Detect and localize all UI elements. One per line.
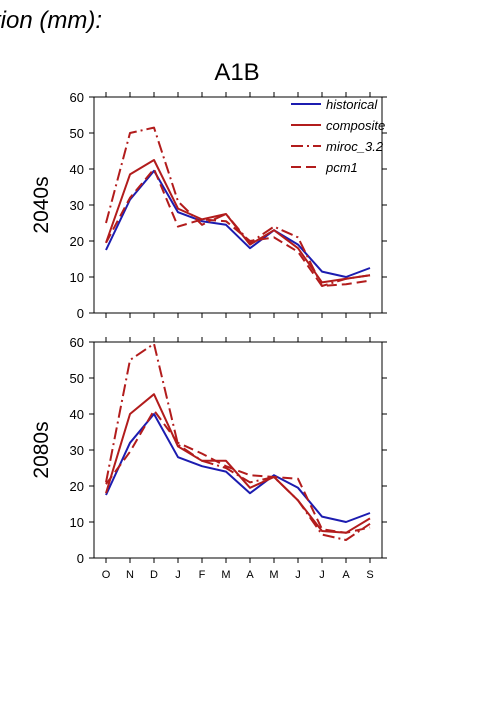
series-line-miroc-3-2-2040s <box>105 126 371 287</box>
y-tick-label: 20 <box>70 479 84 494</box>
plot-frame-2080s <box>93 341 383 559</box>
series-line-pcm1-2040s <box>105 168 371 287</box>
y-tick-label: 10 <box>70 270 84 285</box>
series-line-historical-2080s <box>105 413 371 523</box>
x-tick-label: O <box>102 569 111 581</box>
x-tick-label: J <box>295 569 301 581</box>
series-line-historical-2040s <box>105 169 371 278</box>
y-tick-label: 0 <box>77 551 84 566</box>
series-line-composite-2080s <box>105 393 371 534</box>
x-tick-label: A <box>246 569 254 581</box>
y-tick-label: 10 <box>70 515 84 530</box>
x-tick-label: S <box>366 569 373 581</box>
y-tick-label: 20 <box>70 234 84 249</box>
chart-marks: 0 10 20 30 40 50 60 0 10 20 30 40 50 60 O N D J F M A M J J A S <box>70 90 387 581</box>
legend-label-composite: composite <box>326 118 385 133</box>
y-tick-label: 40 <box>70 407 84 422</box>
series-line-pcm1-2080s <box>105 409 371 534</box>
x-tick-label: J <box>175 569 181 581</box>
x-tick-label: J <box>319 569 325 581</box>
x-tick-label: A <box>342 569 350 581</box>
chart-title: A1B <box>214 59 259 86</box>
y-tick-label: 30 <box>70 443 84 458</box>
x-tick-label: M <box>269 569 278 581</box>
series-line-miroc-3-2-2080s <box>105 342 371 541</box>
x-tick-label: M <box>221 569 230 581</box>
y-tick-label: 30 <box>70 198 84 213</box>
x-tick-label: N <box>126 569 134 581</box>
legend-label-miroc-3-2: miroc_3.2 <box>326 139 384 154</box>
x-tick-label: D <box>150 569 158 581</box>
legend: historical composite miroc_3.2 pcm1 <box>291 97 385 175</box>
panel-label-2040s: 2040s <box>30 176 53 233</box>
y-tick-label: 60 <box>70 335 84 350</box>
y-tick-label: 60 <box>70 90 84 105</box>
legend-label-historical: historical <box>326 97 378 112</box>
x-tick-label: F <box>199 569 206 581</box>
y-tick-label: 0 <box>77 306 84 321</box>
y-tick-label: 50 <box>70 371 84 386</box>
legend-label-pcm1: pcm1 <box>325 160 358 175</box>
y-tick-label: 40 <box>70 162 84 177</box>
top-title: tion (mm): <box>0 7 102 34</box>
y-tick-label: 50 <box>70 126 84 141</box>
panel-label-2080s: 2080s <box>30 421 53 478</box>
